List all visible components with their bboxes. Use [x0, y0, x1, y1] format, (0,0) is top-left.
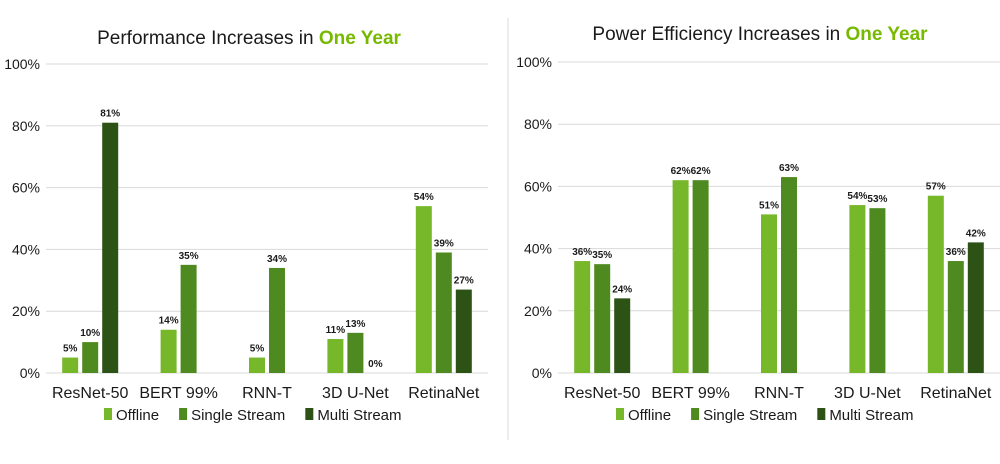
x-tick-label: 3D U-Net — [834, 385, 901, 402]
legend-swatch — [817, 408, 826, 420]
data-label: 13% — [345, 319, 365, 330]
legend-label: Offline — [116, 407, 159, 424]
legend-label: Multi Stream — [317, 407, 401, 424]
y-tick-label: 60% — [12, 180, 40, 196]
data-label: 5% — [250, 344, 265, 355]
y-tick-label: 20% — [12, 303, 40, 319]
legend-swatch — [104, 408, 112, 420]
y-tick-label: 0% — [20, 365, 40, 381]
bar-offline — [761, 214, 777, 373]
data-label: 36% — [946, 247, 966, 258]
bar-single-stream — [82, 342, 99, 373]
x-tick-label: RNN-T — [754, 385, 804, 402]
chart-title-main: Performance Increases in — [97, 28, 319, 49]
bar-offline — [160, 329, 177, 373]
x-tick-label: RetinaNet — [408, 385, 480, 402]
bar-multi-stream — [614, 298, 631, 373]
legend-swatch — [616, 408, 624, 420]
data-label: 0% — [368, 359, 383, 370]
bar-single-stream — [347, 332, 364, 373]
data-label: 63% — [779, 163, 799, 174]
legend-label: Offline — [628, 407, 671, 424]
bar-offline — [62, 357, 79, 373]
legend-label: Single Stream — [703, 407, 797, 424]
legend-label: Multi Stream — [829, 407, 913, 424]
bar-single-stream — [947, 261, 964, 373]
bar-single-stream — [435, 252, 452, 373]
bar-offline — [327, 339, 344, 373]
data-label: 27% — [454, 276, 474, 287]
chart-title-highlight: One Year — [846, 24, 929, 45]
data-label: 35% — [592, 250, 612, 261]
y-tick-label: 80% — [524, 116, 552, 132]
legend-swatch — [305, 408, 314, 420]
chart-title: Performance Increases in One Year — [97, 28, 401, 49]
data-label: 24% — [612, 284, 632, 295]
y-tick-label: 0% — [532, 365, 552, 381]
x-tick-label: BERT 99% — [651, 385, 730, 402]
chart-title-highlight: One Year — [319, 28, 402, 49]
x-tick-label: BERT 99% — [139, 385, 218, 402]
data-label: 54% — [414, 192, 434, 203]
data-label: 81% — [100, 109, 120, 120]
bar-offline — [415, 206, 432, 373]
bar-offline — [249, 357, 265, 373]
y-tick-label: 40% — [12, 241, 40, 257]
data-label: 35% — [179, 251, 199, 262]
y-tick-label: 100% — [516, 54, 552, 70]
bar-multi-stream — [967, 242, 984, 373]
data-label: 54% — [847, 191, 867, 202]
data-label: 39% — [434, 238, 454, 249]
data-label: 36% — [572, 247, 592, 258]
power-efficiency-chart: Power Efficiency Increases in One Year 0… — [516, 24, 1000, 424]
x-tick-label: ResNet-50 — [564, 385, 641, 402]
data-label: 51% — [759, 200, 779, 211]
bar-single-stream — [869, 208, 886, 373]
bar-offline — [927, 195, 944, 373]
bar-single-stream — [692, 180, 709, 373]
legend-swatch — [691, 408, 700, 420]
data-label: 53% — [867, 194, 887, 205]
y-tick-label: 100% — [4, 56, 40, 72]
bar-single-stream — [180, 264, 197, 373]
bar-single-stream — [269, 267, 285, 373]
data-label: 42% — [966, 228, 986, 239]
data-label: 34% — [267, 254, 287, 265]
legend-swatch — [179, 408, 188, 420]
x-tick-label: 3D U-Net — [322, 385, 389, 402]
bar-offline — [574, 261, 591, 373]
x-tick-label: ResNet-50 — [52, 385, 129, 402]
performance-chart: Performance Increases in One Year 0% 20% 4… — [4, 28, 488, 424]
x-tick-label: RetinaNet — [920, 385, 992, 402]
chart-title-main: Power Efficiency Increases in — [592, 24, 845, 45]
y-tick-label: 40% — [524, 241, 552, 257]
bar-offline — [849, 205, 866, 373]
bar-multi-stream — [102, 122, 119, 374]
data-label: 14% — [159, 316, 179, 327]
data-label: 62% — [671, 166, 691, 177]
data-label: 62% — [691, 166, 711, 177]
chart-title: Power Efficiency Increases in One Year — [592, 24, 928, 45]
legend-label: Single Stream — [191, 407, 285, 424]
data-label: 57% — [926, 182, 946, 193]
bar-offline — [672, 180, 689, 373]
bar-single-stream — [781, 177, 797, 373]
bar-single-stream — [594, 264, 611, 373]
y-tick-label: 80% — [12, 118, 40, 134]
x-tick-label: RNN-T — [242, 385, 292, 402]
y-tick-label: 60% — [524, 178, 552, 194]
data-label: 10% — [80, 328, 100, 339]
bar-multi-stream — [455, 289, 472, 373]
data-label: 5% — [63, 344, 78, 355]
y-tick-label: 20% — [524, 303, 552, 319]
data-label: 11% — [326, 325, 346, 336]
